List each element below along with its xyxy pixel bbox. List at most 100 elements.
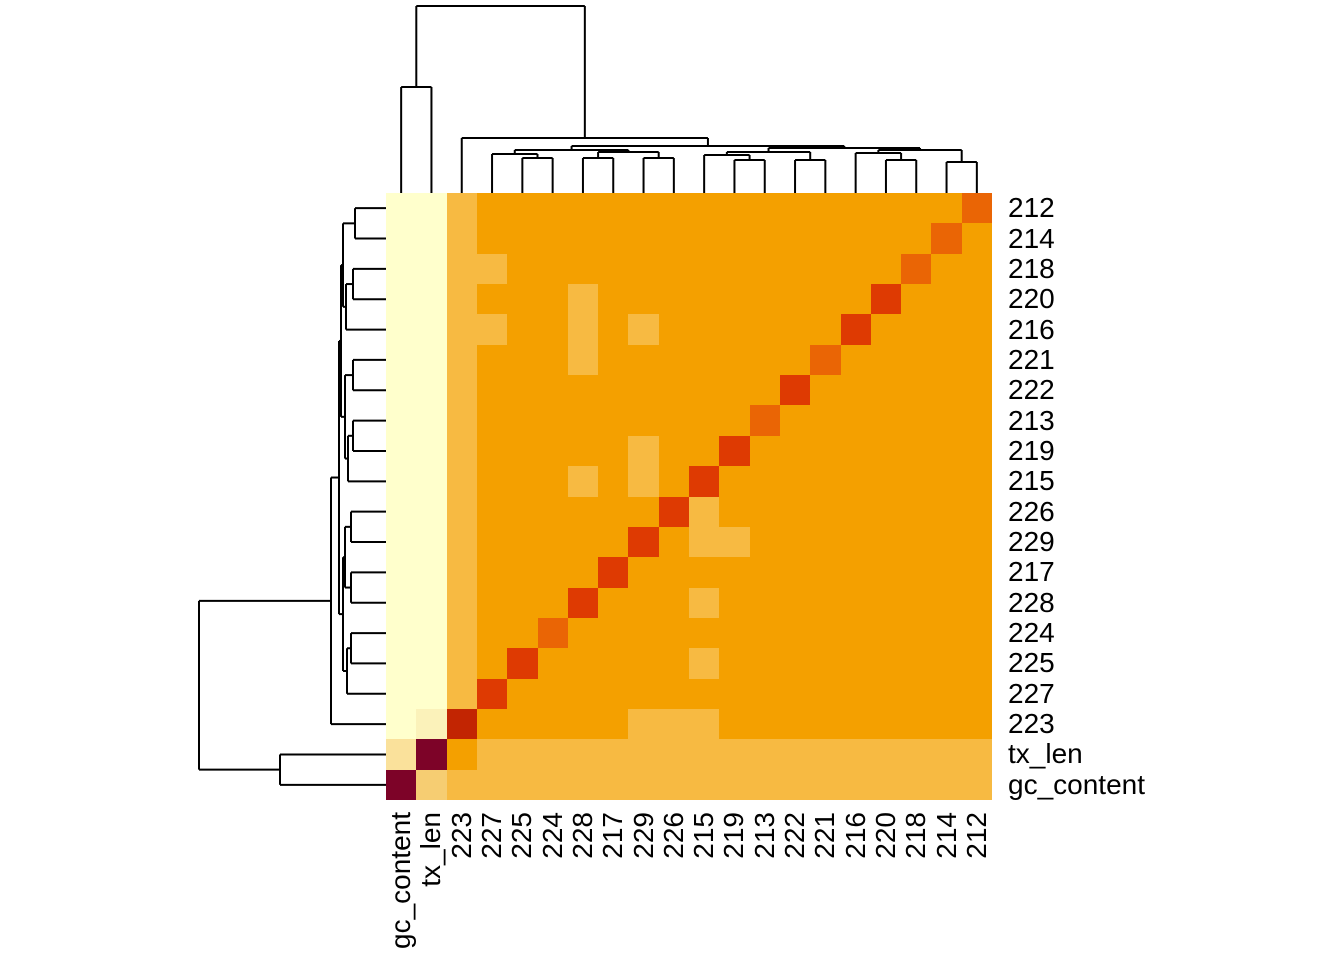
heatmap-cell bbox=[962, 770, 992, 800]
heatmap-cell bbox=[931, 375, 962, 405]
heatmap-cell bbox=[810, 709, 841, 739]
heatmap-cell bbox=[507, 527, 538, 557]
heatmap-cell bbox=[841, 648, 871, 679]
heatmap-cell bbox=[628, 588, 659, 618]
heatmap-cell bbox=[901, 588, 931, 618]
heatmap-cell bbox=[689, 193, 719, 223]
heatmap-cell bbox=[538, 497, 568, 527]
heatmap-cell bbox=[538, 648, 568, 679]
heatmap-cell bbox=[962, 436, 992, 466]
heatmap-cell bbox=[780, 254, 810, 284]
heatmap-cell bbox=[538, 527, 568, 557]
heatmap-cell bbox=[901, 466, 931, 497]
heatmap-cell bbox=[719, 193, 750, 223]
col-label: 218 bbox=[900, 812, 932, 859]
heatmap-cell bbox=[659, 405, 689, 436]
heatmap-cell bbox=[507, 254, 538, 284]
heatmap-cell bbox=[507, 405, 538, 436]
heatmap-cell bbox=[901, 375, 931, 405]
heatmap-cell bbox=[901, 284, 931, 314]
heatmap-cell bbox=[386, 284, 416, 314]
heatmap-cell bbox=[962, 618, 992, 648]
heatmap-cell bbox=[810, 497, 841, 527]
heatmap-cell bbox=[568, 497, 598, 527]
heatmap-cell bbox=[628, 254, 659, 284]
heatmap-cell bbox=[719, 497, 750, 527]
heatmap-cell bbox=[447, 466, 477, 497]
heatmap-cell bbox=[416, 466, 447, 497]
heatmap-cell bbox=[719, 375, 750, 405]
heatmap-cell bbox=[719, 618, 750, 648]
heatmap-cell bbox=[750, 648, 780, 679]
heatmap-cell bbox=[871, 739, 901, 770]
heatmap-cell bbox=[962, 375, 992, 405]
heatmap-cell bbox=[659, 648, 689, 679]
heatmap-cell bbox=[598, 193, 628, 223]
heatmap-cell bbox=[871, 527, 901, 557]
heatmap-cell bbox=[447, 709, 477, 739]
heatmap-cell bbox=[598, 254, 628, 284]
heatmap-cell bbox=[538, 436, 568, 466]
heatmap-cell bbox=[871, 497, 901, 527]
heatmap-cell bbox=[386, 770, 416, 800]
heatmap-cell bbox=[416, 770, 447, 800]
heatmap-cell bbox=[780, 284, 810, 314]
heatmap-cell bbox=[416, 739, 447, 770]
heatmap-cell bbox=[659, 345, 689, 375]
heatmap-cell bbox=[841, 618, 871, 648]
heatmap-cell bbox=[386, 739, 416, 770]
col-label: tx_len bbox=[415, 812, 447, 887]
heatmap-cell bbox=[598, 466, 628, 497]
heatmap-cell bbox=[750, 193, 780, 223]
heatmap-cell bbox=[507, 284, 538, 314]
heatmap-cell bbox=[810, 557, 841, 588]
heatmap-cell bbox=[841, 739, 871, 770]
heatmap-cell bbox=[386, 405, 416, 436]
heatmap-cell bbox=[780, 770, 810, 800]
heatmap-cell bbox=[568, 588, 598, 618]
heatmap-cell bbox=[568, 436, 598, 466]
heatmap-cell bbox=[568, 770, 598, 800]
row-label: 219 bbox=[1008, 434, 1055, 466]
heatmap-cell bbox=[477, 497, 507, 527]
heatmap-cell bbox=[931, 557, 962, 588]
heatmap-cell bbox=[901, 679, 931, 709]
heatmap-cell bbox=[628, 770, 659, 800]
heatmap-cell bbox=[719, 588, 750, 618]
heatmap-cell bbox=[841, 314, 871, 345]
heatmap-cell bbox=[931, 284, 962, 314]
heatmap-cell bbox=[447, 497, 477, 527]
heatmap-cell bbox=[931, 405, 962, 436]
heatmap-cell bbox=[931, 648, 962, 679]
heatmap-cell bbox=[719, 254, 750, 284]
heatmap-cell bbox=[659, 770, 689, 800]
heatmap-cell bbox=[719, 648, 750, 679]
heatmap-cell bbox=[628, 527, 659, 557]
heatmap-cell bbox=[841, 254, 871, 284]
heatmap-cell bbox=[931, 709, 962, 739]
heatmap-cell bbox=[689, 345, 719, 375]
heatmap-cell bbox=[447, 193, 477, 223]
heatmap-cell bbox=[841, 588, 871, 618]
heatmap-cell bbox=[719, 557, 750, 588]
heatmap-cell bbox=[810, 314, 841, 345]
heatmap-cell bbox=[447, 739, 477, 770]
heatmap-cell bbox=[416, 193, 447, 223]
heatmap-cell bbox=[538, 254, 568, 284]
heatmap-cell bbox=[416, 497, 447, 527]
heatmap-cell bbox=[477, 375, 507, 405]
heatmap-cell bbox=[750, 588, 780, 618]
heatmap-cell bbox=[901, 345, 931, 375]
heatmap-cell bbox=[780, 375, 810, 405]
heatmap-cell bbox=[931, 679, 962, 709]
heatmap-cell bbox=[750, 679, 780, 709]
heatmap-cell bbox=[598, 345, 628, 375]
heatmap-cell bbox=[386, 588, 416, 618]
heatmap-cell bbox=[598, 284, 628, 314]
heatmap-cell bbox=[386, 375, 416, 405]
heatmap-cell bbox=[780, 588, 810, 618]
heatmap-cell bbox=[871, 375, 901, 405]
heatmap-cell bbox=[750, 314, 780, 345]
heatmap-cell bbox=[689, 557, 719, 588]
heatmap-cell bbox=[416, 679, 447, 709]
